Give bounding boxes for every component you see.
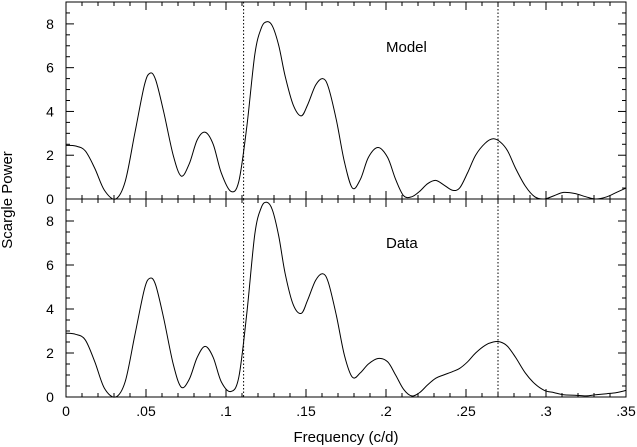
data-panel-frame <box>65 198 627 398</box>
x-axis-title: Frequency (c/d) <box>293 429 398 446</box>
data-y-tick-label: 6 <box>46 257 54 273</box>
model-y-tick-label: 2 <box>46 147 54 163</box>
model-power-curve <box>65 21 627 200</box>
data-power-curve <box>65 201 627 398</box>
model-y-tick-label: 0 <box>46 191 54 207</box>
model-panel-label: Model <box>386 39 427 56</box>
x-tick-label: .1 <box>220 403 232 419</box>
x-tick-label: 0 <box>62 403 70 419</box>
data-panel-label: Data <box>386 235 418 252</box>
y-axis-title: Scargle Power <box>0 151 16 249</box>
axes-layer: 0 2 4 6 8 0 2 4 6 8 0 .05 .1 .15 .2 .25 .3 .35 <box>46 1 636 419</box>
data-y-tick-label: 8 <box>46 213 54 229</box>
x-tick-label: .3 <box>540 403 552 419</box>
model-y-tick-label: 8 <box>46 16 54 32</box>
model-y-tick-label: 4 <box>46 103 54 119</box>
data-y-tick-label: 2 <box>46 345 54 361</box>
model-y-tick-label: 6 <box>46 60 54 76</box>
x-tick-label: .05 <box>136 403 156 419</box>
x-tick-label: .35 <box>616 403 636 419</box>
data-y-tick-label: 0 <box>46 389 54 405</box>
x-tick-label: .2 <box>380 403 392 419</box>
x-tick-label: .25 <box>456 403 476 419</box>
x-tick-label: .15 <box>296 403 316 419</box>
data-y-tick-label: 4 <box>46 301 54 317</box>
